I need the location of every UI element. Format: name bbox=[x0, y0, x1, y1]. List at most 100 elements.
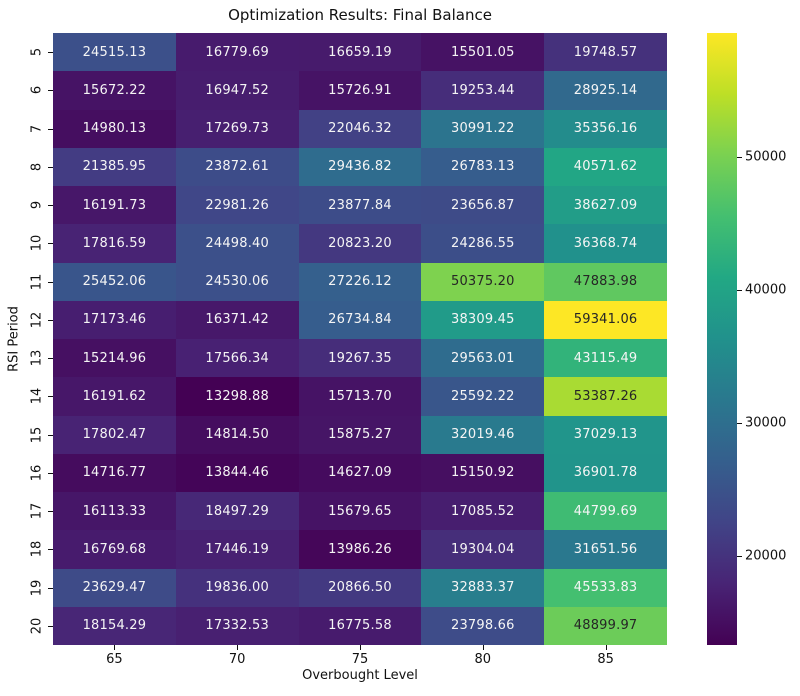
cell-value: 16659.19 bbox=[328, 44, 392, 60]
heatmap-cell: 25592.22 bbox=[421, 377, 545, 416]
heatmap-cell: 38627.09 bbox=[544, 186, 667, 225]
y-tick-label: 13 bbox=[29, 349, 45, 367]
heatmap-cell: 38309.45 bbox=[421, 300, 545, 339]
heatmap-cell: 43115.49 bbox=[544, 339, 667, 378]
heatmap-cell: 16659.19 bbox=[298, 33, 422, 72]
x-tick-label: 80 bbox=[474, 652, 492, 667]
heatmap-cell: 18154.29 bbox=[53, 606, 176, 645]
heatmap-cell: 14627.09 bbox=[298, 453, 422, 492]
y-tickmark bbox=[48, 281, 53, 283]
cell-value: 43115.49 bbox=[573, 350, 638, 366]
heatmap-cell: 48899.97 bbox=[544, 606, 667, 645]
heatmap-cell: 35356.16 bbox=[544, 109, 667, 148]
heatmap-cell: 14980.13 bbox=[53, 109, 176, 148]
heatmap-cell: 18497.29 bbox=[175, 492, 299, 531]
y-tickmark bbox=[48, 625, 53, 627]
cell-value: 29436.82 bbox=[328, 159, 392, 175]
cell-value: 15679.65 bbox=[328, 503, 392, 519]
heatmap-cell: 40571.62 bbox=[544, 147, 667, 186]
heatmap-cell: 15214.96 bbox=[53, 339, 176, 378]
cell-value: 16779.69 bbox=[205, 44, 270, 60]
heatmap-cell: 15679.65 bbox=[298, 492, 422, 531]
heatmap-cell: 23877.84 bbox=[298, 186, 422, 225]
y-tickmark bbox=[48, 243, 53, 245]
heatmap-cell: 15713.70 bbox=[298, 377, 422, 416]
heatmap-cell: 16113.33 bbox=[53, 492, 176, 531]
heatmap-cell: 16191.73 bbox=[53, 186, 176, 225]
heatmap-cell: 19836.00 bbox=[175, 568, 299, 607]
cell-value: 17566.34 bbox=[205, 350, 270, 366]
x-tick-label: 85 bbox=[597, 652, 614, 667]
cell-value: 17173.46 bbox=[82, 312, 147, 328]
cell-value: 20823.20 bbox=[328, 235, 392, 251]
heatmap-cell: 15150.92 bbox=[421, 453, 545, 492]
cell-value: 40571.62 bbox=[573, 159, 638, 175]
cell-value: 45533.83 bbox=[573, 580, 638, 596]
heatmap-cell: 17085.52 bbox=[421, 492, 545, 531]
cell-value: 32883.37 bbox=[450, 580, 515, 596]
cell-value: 15713.70 bbox=[328, 388, 392, 404]
cell-value: 24498.40 bbox=[205, 235, 270, 251]
y-tickmark bbox=[48, 472, 53, 474]
cell-value: 44799.69 bbox=[573, 503, 638, 519]
cell-value: 48899.97 bbox=[573, 618, 638, 634]
y-tick-label: 18 bbox=[29, 541, 45, 558]
cell-value: 23877.84 bbox=[328, 197, 392, 213]
heatmap-cell: 22981.26 bbox=[175, 186, 299, 225]
heatmap-cell: 15501.05 bbox=[421, 33, 545, 72]
heatmap-cell: 19304.04 bbox=[421, 530, 545, 569]
cell-value: 31651.56 bbox=[573, 541, 638, 557]
cell-value: 20866.50 bbox=[328, 580, 392, 596]
y-tickmark bbox=[48, 434, 53, 436]
cell-value: 24530.06 bbox=[205, 274, 270, 290]
heatmap-cell: 32019.46 bbox=[421, 415, 545, 454]
heatmap-cell: 32883.37 bbox=[421, 568, 545, 607]
heatmap-cell: 17173.46 bbox=[53, 300, 176, 339]
cell-value: 15501.05 bbox=[450, 44, 515, 60]
cell-value: 23872.61 bbox=[205, 159, 270, 175]
heatmap-cell: 37029.13 bbox=[544, 415, 667, 454]
cell-value: 14716.77 bbox=[82, 465, 147, 481]
cell-value: 15150.92 bbox=[450, 465, 515, 481]
colorbar-tick-label: 50000 bbox=[745, 149, 787, 165]
cell-value: 15726.91 bbox=[328, 82, 392, 98]
cell-value: 16191.62 bbox=[82, 388, 147, 404]
heatmap-cell: 15875.27 bbox=[298, 415, 422, 454]
cell-value: 18154.29 bbox=[82, 618, 147, 634]
heatmap-cell: 17802.47 bbox=[53, 415, 176, 454]
cell-value: 37029.13 bbox=[573, 427, 638, 443]
heatmap-cell: 16191.62 bbox=[53, 377, 176, 416]
x-axis-label: Overbought Level bbox=[302, 668, 418, 683]
heatmap-cell: 30991.22 bbox=[421, 109, 545, 148]
y-tickmark bbox=[48, 128, 53, 130]
heatmap-cell: 36901.78 bbox=[544, 453, 667, 492]
heatmap-cell: 16947.52 bbox=[175, 71, 299, 110]
cell-value: 26783.13 bbox=[450, 159, 515, 175]
y-tickmark bbox=[48, 587, 53, 589]
cell-value: 23656.87 bbox=[450, 197, 515, 213]
colorbar-tick-label: 40000 bbox=[745, 282, 787, 298]
cell-value: 19304.04 bbox=[450, 541, 515, 557]
cell-value: 22981.26 bbox=[205, 197, 270, 213]
y-tick-label: 5 bbox=[29, 47, 45, 57]
x-tick-label: 65 bbox=[106, 652, 123, 667]
cell-value: 16947.52 bbox=[205, 82, 270, 98]
cell-value: 38627.09 bbox=[573, 197, 638, 213]
cell-value: 29563.01 bbox=[450, 350, 515, 366]
heatmap-cell: 47883.98 bbox=[544, 262, 667, 301]
heatmap-cell: 36368.74 bbox=[544, 224, 667, 263]
y-axis-label: RSI Period bbox=[6, 306, 22, 372]
cell-value: 50375.20 bbox=[450, 274, 515, 290]
heatmap-cell: 16779.69 bbox=[175, 33, 299, 72]
heatmap-cell: 23798.66 bbox=[421, 606, 545, 645]
y-tick-label: 8 bbox=[29, 162, 45, 172]
heatmap-cell: 16769.68 bbox=[53, 530, 176, 569]
heatmap-cell: 29563.01 bbox=[421, 339, 545, 378]
y-tickmark bbox=[48, 319, 53, 321]
y-tickmark bbox=[48, 52, 53, 54]
heatmap-cell: 25452.06 bbox=[53, 262, 176, 301]
heatmap-cell: 21385.95 bbox=[53, 147, 176, 186]
colorbar-tick-label: 20000 bbox=[745, 548, 787, 564]
heatmap-cell: 24530.06 bbox=[175, 262, 299, 301]
